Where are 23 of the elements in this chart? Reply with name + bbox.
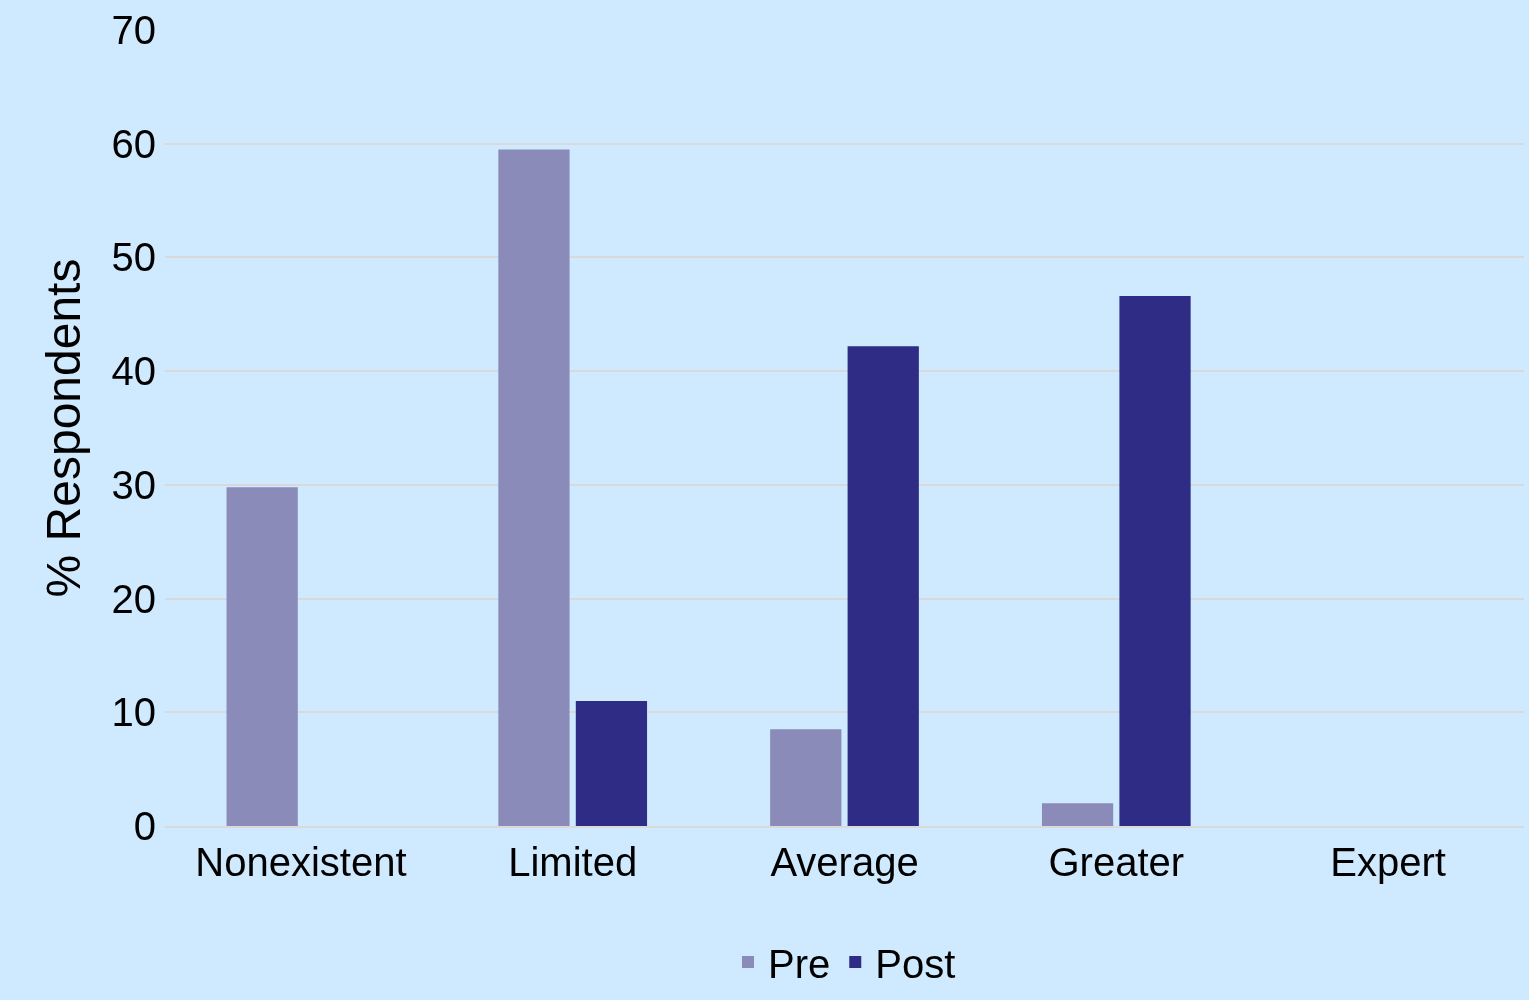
y-tick-label: 70: [111, 8, 156, 52]
legend-label: Pre: [768, 941, 831, 986]
bar: [498, 149, 570, 826]
y-tick-label: 60: [111, 121, 156, 166]
y-tick-label: 40: [111, 349, 156, 394]
x-tick-label: Limited: [508, 840, 638, 884]
y-tick-label: 30: [111, 462, 156, 507]
bar: [1041, 803, 1114, 826]
y-axis-title: % Respondents: [37, 258, 91, 598]
bar: [226, 487, 298, 826]
bar: [847, 346, 919, 826]
x-tick-label: Expert: [1330, 840, 1446, 884]
x-tick-label: Average: [770, 840, 919, 884]
x-tick-label: Greater: [1048, 840, 1185, 884]
y-tick-label: 0: [133, 804, 156, 848]
legend-label: Post: [875, 941, 956, 986]
y-tick-label: 20: [111, 576, 156, 621]
y-tick-label: 10: [111, 690, 156, 735]
x-tick-label: Nonexistent: [195, 840, 407, 884]
bar: [770, 729, 842, 826]
bar: [1119, 296, 1191, 826]
y-tick-label: 50: [111, 235, 156, 280]
bar: [575, 700, 648, 826]
